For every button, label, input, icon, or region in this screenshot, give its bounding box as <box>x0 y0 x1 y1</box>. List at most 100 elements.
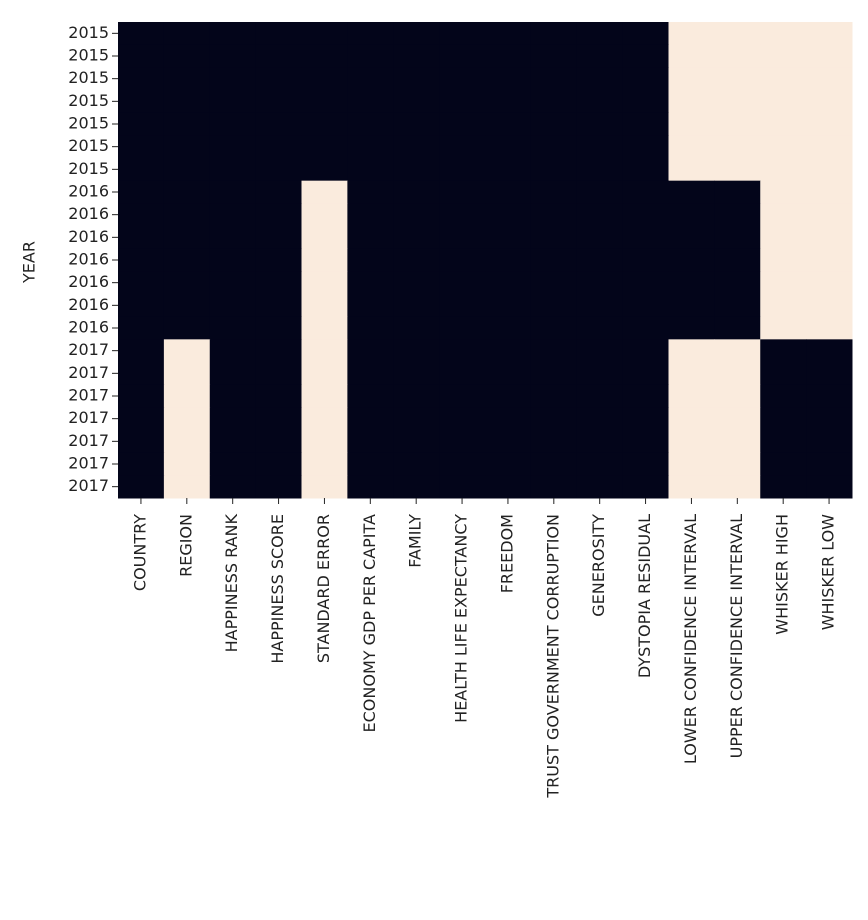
heatmap-cell <box>530 362 578 386</box>
x-tick-label: REGION <box>176 514 195 577</box>
heatmap-cell <box>668 135 715 159</box>
heatmap-cell <box>485 384 532 408</box>
heatmap-cell <box>347 271 394 295</box>
heatmap-cell <box>760 158 807 182</box>
heatmap-cell <box>530 316 578 340</box>
heatmap-cell <box>163 203 211 227</box>
heatmap-cell <box>439 475 486 499</box>
heatmap-cell <box>439 44 486 68</box>
heatmap-cell <box>393 22 440 46</box>
heatmap-cell <box>622 430 669 454</box>
heatmap-cell <box>439 180 486 204</box>
heatmap-cell <box>576 90 624 114</box>
heatmap-cell <box>163 339 211 363</box>
x-tick-label: GENEROSITY <box>589 514 608 617</box>
heatmap-cell <box>393 430 440 454</box>
heatmap-cell <box>622 90 669 114</box>
heatmap-cell <box>209 226 257 250</box>
heatmap-cell <box>255 294 302 318</box>
heatmap-cell <box>806 362 853 386</box>
heatmap-cell <box>118 452 165 476</box>
heatmap-cell <box>576 44 624 68</box>
heatmap-cell <box>622 203 669 227</box>
heatmap-cell <box>668 271 715 295</box>
heatmap-cell <box>668 248 715 272</box>
heatmap-cell <box>209 430 257 454</box>
heatmap-cell <box>393 112 440 136</box>
heatmap-cell <box>760 362 807 386</box>
x-tick-label: WHISKER LOW <box>819 514 838 630</box>
y-tick-label: 2015 <box>68 68 109 87</box>
heatmap-cell <box>439 452 486 476</box>
heatmap-cell <box>576 180 624 204</box>
heatmap-cell <box>393 452 440 476</box>
heatmap-cell <box>255 384 302 408</box>
x-tick-label: HAPPINESS SCORE <box>268 514 287 664</box>
heatmap-cell <box>714 158 761 182</box>
heatmap-cell <box>668 407 715 431</box>
heatmap-cell <box>163 226 211 250</box>
heatmap-cell <box>806 226 853 250</box>
heatmap-cell <box>118 248 165 272</box>
heatmap-cell <box>806 158 853 182</box>
heatmap-cell <box>714 407 761 431</box>
heatmap-cell <box>530 67 578 91</box>
heatmap-cell <box>530 430 578 454</box>
heatmap-cell <box>806 407 853 431</box>
heatmap-cell <box>530 407 578 431</box>
heatmap-cell <box>806 271 853 295</box>
heatmap-cell <box>485 22 532 46</box>
heatmap-cell <box>209 67 257 91</box>
heatmap-cell <box>485 226 532 250</box>
heatmap-cell <box>806 248 853 272</box>
heatmap-cell <box>439 430 486 454</box>
heatmap-cell <box>301 362 348 386</box>
x-tick-label: HAPPINESS RANK <box>222 513 241 652</box>
heatmap-cell <box>347 203 394 227</box>
heatmap-cell <box>301 67 348 91</box>
heatmap-cell <box>393 384 440 408</box>
heatmap-cell <box>255 135 302 159</box>
heatmap-cell <box>347 90 394 114</box>
heatmap-cell <box>163 90 211 114</box>
heatmap-cell <box>668 203 715 227</box>
heatmap-cell <box>622 180 669 204</box>
heatmap-cell <box>622 158 669 182</box>
heatmap-cell <box>301 226 348 250</box>
heatmap-cell <box>393 44 440 68</box>
heatmap-cell <box>714 339 761 363</box>
heatmap-cell <box>485 407 532 431</box>
heatmap-cell <box>576 67 624 91</box>
heatmap-cell <box>485 90 532 114</box>
heatmap-cell <box>393 135 440 159</box>
heatmap-cell <box>163 22 211 46</box>
heatmap-cell <box>439 316 486 340</box>
heatmap-cell <box>255 407 302 431</box>
heatmap-cell <box>806 430 853 454</box>
heatmap-cell <box>255 362 302 386</box>
heatmap-cell <box>347 135 394 159</box>
heatmap-cell <box>301 294 348 318</box>
heatmap-cell <box>668 158 715 182</box>
y-tick-label: 2017 <box>68 431 109 450</box>
heatmap-cell <box>760 135 807 159</box>
heatmap-cell <box>668 226 715 250</box>
heatmap-cell <box>622 67 669 91</box>
heatmap-cell <box>347 475 394 499</box>
heatmap-cell <box>576 271 624 295</box>
heatmap-cell <box>760 90 807 114</box>
x-tick-label: LOWER CONFIDENCE INTERVAL <box>681 514 700 764</box>
heatmap-cell <box>255 248 302 272</box>
heatmap-cell <box>806 316 853 340</box>
heatmap-cell <box>576 430 624 454</box>
heatmap-cell <box>163 452 211 476</box>
heatmap-cell <box>118 135 165 159</box>
heatmap-cell <box>393 294 440 318</box>
heatmap-cell <box>301 452 348 476</box>
heatmap-cell <box>393 248 440 272</box>
heatmap-cell <box>530 180 578 204</box>
x-tick-label: ECONOMY GDP PER CAPITA <box>360 514 379 733</box>
heatmap-cell <box>347 158 394 182</box>
heatmap-cell <box>255 180 302 204</box>
